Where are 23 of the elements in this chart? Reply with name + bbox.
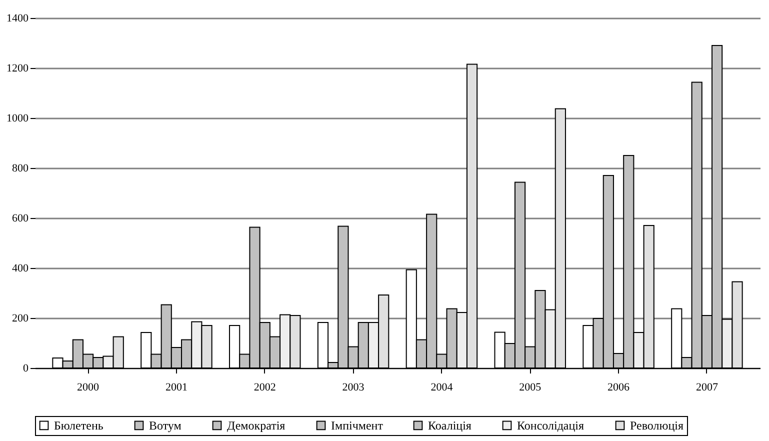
x-tick-label: 2005 [519,382,542,394]
legend-label: Вотум [149,418,182,432]
x-tick-label: 2006 [608,382,630,394]
x-tick-label: 2002 [254,382,276,394]
legend-label: Консолідація [517,418,585,432]
x-tick-label: 2004 [430,382,454,394]
y-tick-label: 1400 [6,12,29,24]
y-tick-label: 400 [12,262,29,274]
y-tick-label: 1200 [6,62,29,74]
x-tick-label: 2003 [342,382,365,394]
legend-label: Імпічмент [331,418,384,432]
legend-label: Революція [630,418,684,432]
legend-label: Бюлетень [54,418,104,432]
x-tick-label: 2001 [165,382,188,394]
legend-label: Коаліція [428,418,472,432]
y-tick-label: 800 [12,162,29,174]
y-tick-label: 200 [12,312,29,324]
x-tick-label: 2000 [77,382,100,394]
x-tick-label: 2007 [696,382,718,394]
legend-label: Демократія [227,418,286,432]
y-tick-label: 0 [23,362,29,374]
y-tick-label: 600 [12,212,29,224]
y-tick-label: 1000 [6,112,29,124]
